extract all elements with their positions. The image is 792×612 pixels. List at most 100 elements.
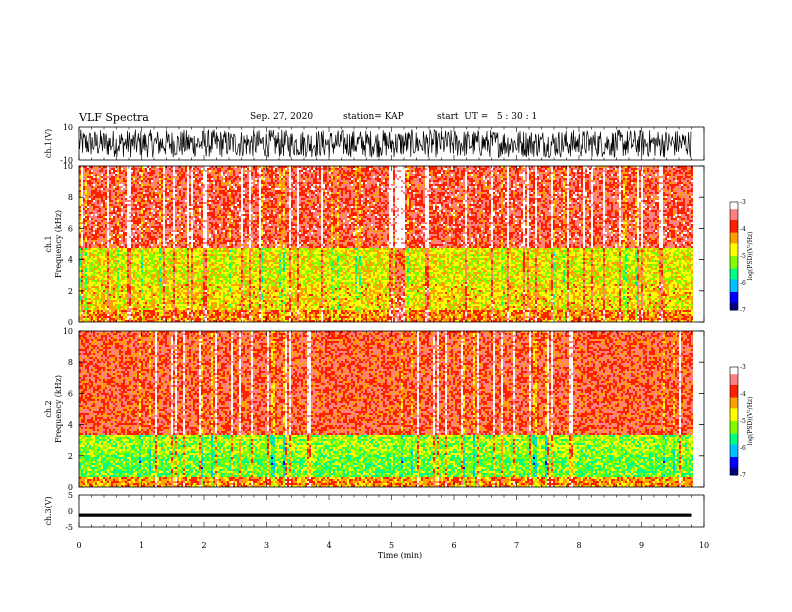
ch1-spectrogram-ytick-label: 10 bbox=[63, 162, 73, 171]
ch2-spectrogram-colorbar-cell bbox=[730, 395, 738, 399]
ch1-spectrogram-colorbar-cell bbox=[730, 243, 738, 246]
ch2-spectrogram-colorbar-cell bbox=[730, 449, 738, 453]
x-tick-label: 3 bbox=[264, 541, 269, 550]
ch1-spectrogram-colorbar-cell bbox=[730, 221, 738, 225]
ch1-spectrogram-colorbar-cell bbox=[730, 254, 738, 257]
ch1-spectrogram-colorbar-cell bbox=[730, 252, 738, 255]
ch2-spectrogram-colorbar-cell bbox=[730, 372, 738, 375]
page-title: VLF Spectra bbox=[79, 111, 149, 124]
ch2-spectrogram-colorbar-tick-label: -4 bbox=[740, 391, 746, 398]
ch1-spectrogram-colorbar-frame bbox=[729, 201, 739, 311]
ch1-spectrogram-colorbar-cell bbox=[730, 256, 738, 259]
ch1-spectrogram-colorbar-cell bbox=[730, 275, 738, 279]
ch2-spectrogram-colorbar-cell bbox=[730, 466, 738, 469]
ch1-spectrogram-colorbar-cell bbox=[730, 268, 738, 271]
ch2-spectrogram-colorbar-cell bbox=[730, 455, 738, 458]
ch1-spectrogram-colorbar-tick-label: -5 bbox=[740, 253, 746, 260]
ch2-spectrogram-colorbar-cell bbox=[730, 406, 738, 409]
ch2-spectrogram-colorbar-cell bbox=[730, 453, 738, 456]
ch1-spectrogram-colorbar-cell bbox=[730, 209, 738, 212]
ch2-spectrogram-colorbar-tick-label: -3 bbox=[740, 364, 746, 371]
start-time-label: start UT = 5 : 30 : 1 bbox=[437, 112, 537, 122]
ch1-spectrogram-colorbar-cell bbox=[730, 293, 738, 297]
ch2-spectrogram-colorbar-tick-label: -7 bbox=[740, 472, 746, 479]
ch2-spectrogram-colorbar-cell bbox=[730, 379, 738, 382]
ch1-spectrogram-colorbar-cell bbox=[730, 218, 738, 221]
ch1-spectrogram-colorbar-cell bbox=[730, 234, 738, 237]
ch1-spectrogram-colorbar-cell bbox=[730, 279, 738, 282]
ch1-spectrogram-colorbar-tick-label: -7 bbox=[740, 307, 746, 314]
ch2-spectrogram-colorbar-cell bbox=[730, 444, 738, 447]
ch1-spectrogram-colorbar-cell bbox=[730, 301, 738, 304]
ch1-spectrogram-colorbar-cell bbox=[730, 266, 738, 270]
ch1-spectrogram-heatmap bbox=[79, 166, 693, 322]
ch2-spectrogram-colorbar-cell bbox=[730, 471, 738, 474]
ch1-spectrogram-colorbar-cell bbox=[730, 216, 738, 219]
ch1-spectrogram-colorbar-cell bbox=[730, 223, 738, 226]
ch2-spectrogram-colorbar-cell bbox=[730, 457, 738, 460]
ch1-spectrogram-colorbar-cell bbox=[730, 292, 738, 295]
ch2-spectrogram-colorbar-cell bbox=[730, 437, 738, 440]
ch1-ytick-label: -10 bbox=[60, 156, 73, 165]
ch2-spectrogram-colorbar-cell bbox=[730, 374, 738, 377]
ch2-spectrogram-colorbar-cell bbox=[730, 394, 738, 397]
ch1-spectrogram-colorbar-cell bbox=[730, 304, 738, 307]
ch2-spectrogram-colorbar-cell bbox=[730, 473, 738, 476]
ch1-spectrogram-colorbar-cell bbox=[730, 247, 738, 250]
ch2-spectrogram-colorbar-cell bbox=[730, 385, 738, 388]
ch1-spectrogram-colorbar-tick-label: -6 bbox=[740, 280, 746, 287]
ch2-spectrogram-colorbar-cell bbox=[730, 413, 738, 417]
ch2-spectrogram-colorbar-cell bbox=[730, 386, 738, 390]
ch2-spectrogram-colorbar-cell bbox=[730, 451, 738, 454]
ch2-spectrogram-colorbar-cell bbox=[730, 390, 738, 393]
ch1-spectrogram-colorbar-cell bbox=[730, 277, 738, 280]
ch2-spectrogram-colorbar-cell bbox=[730, 442, 738, 445]
ch1-spectrogram-ytick-label: 2 bbox=[68, 287, 73, 296]
ch1-spectrogram-colorbar-cell bbox=[730, 281, 738, 284]
ch2-spectrogram-colorbar-cell bbox=[730, 446, 738, 449]
ch2-spectrogram-colorbar-cell bbox=[730, 399, 738, 402]
ch2-spectrogram-colorbar-cell bbox=[730, 381, 738, 384]
ch2-spectrogram-colorbar-cell bbox=[730, 448, 738, 451]
ch1-spectrogram-colorbar-cell bbox=[730, 284, 738, 288]
ch1-spectrogram-colorbar-cell bbox=[730, 230, 738, 234]
ch2-spectrogram-colorbar-tick-label: -6 bbox=[740, 445, 746, 452]
x-tick-label: 10 bbox=[699, 541, 709, 550]
ch1-spectrogram-colorbar-cell bbox=[730, 306, 738, 309]
ch2-spectrogram-colorbar-cell bbox=[730, 401, 738, 404]
x-tick-label: 2 bbox=[201, 541, 206, 550]
ch1-spectrogram-colorbar-cell bbox=[730, 248, 738, 252]
x-tick-label: 5 bbox=[389, 541, 394, 550]
ch2-spectrogram-colorbar-cell bbox=[730, 439, 738, 442]
ch1-spectrogram-colorbar-cell bbox=[730, 203, 738, 207]
ch2-spectrogram-colorbar-cell bbox=[730, 410, 738, 413]
x-tick-label: 9 bbox=[639, 541, 644, 550]
ch1-spectrogram-colorbar-cell bbox=[730, 308, 738, 311]
ch2-spectrogram-colorbar-cell bbox=[730, 408, 738, 411]
ch2-spectrogram-colorbar-cell bbox=[730, 464, 738, 467]
ch1-spectrogram-colorbar-cell bbox=[730, 295, 738, 298]
ch3-ylabel: ch.3(V) bbox=[44, 496, 53, 525]
ch2-spectrogram-heatmap bbox=[79, 331, 693, 487]
ch2-spectrogram-colorbar-cell bbox=[730, 426, 738, 429]
ch1-spectrogram-colorbar-cell bbox=[730, 259, 738, 262]
x-axis-label: Time (min) bbox=[378, 551, 422, 560]
ch1-spectrogram-colorbar-cell bbox=[730, 263, 738, 266]
ch1-spectrogram-ytick-label: 4 bbox=[68, 256, 73, 265]
ch1-spectrogram-colorbar-cell bbox=[730, 227, 738, 230]
ch1-spectrogram-colorbar-cell bbox=[730, 250, 738, 253]
ch3-ytick-label: -5 bbox=[65, 523, 73, 532]
ch1-spectrogram-colorbar-cell bbox=[730, 214, 738, 217]
ch2-spectrogram-colorbar-label: log(PSD)(V²/Hz) bbox=[747, 397, 754, 446]
ch2-spectrogram-colorbar-cell bbox=[730, 367, 738, 370]
ch1-spectrogram-colorbar-cell bbox=[730, 220, 738, 223]
ch1-spectrogram-colorbar-cell bbox=[730, 297, 738, 300]
ch2-spectrogram-colorbar-cell bbox=[730, 435, 738, 438]
ch3-waveform-band bbox=[79, 513, 692, 517]
ch2-spectrogram-colorbar-tick-label: -5 bbox=[740, 418, 746, 425]
ch2-spectrogram-colorbar-cell bbox=[730, 403, 738, 406]
ch2-spectrogram-colorbar-cell bbox=[730, 397, 738, 400]
ch2-spectrogram-colorbar-cell bbox=[730, 376, 738, 379]
